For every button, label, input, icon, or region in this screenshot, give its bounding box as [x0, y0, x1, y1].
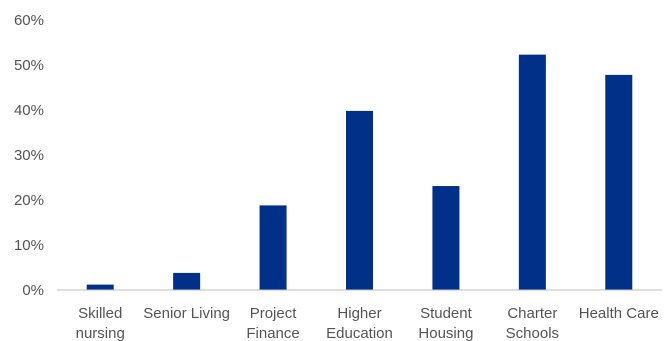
- bar: [346, 110, 373, 291]
- bar: [605, 74, 633, 291]
- x-category-label-line: Health Care: [579, 305, 659, 322]
- x-category-label-line: Finance: [246, 325, 299, 341]
- y-axis-ticks: 0% 10% 20% 30% 40% 50% 60%: [14, 12, 44, 299]
- y-tick-label: 20%: [14, 192, 44, 209]
- bar: [173, 272, 201, 290]
- bar: [432, 186, 460, 290]
- y-tick-label: 30%: [14, 147, 44, 164]
- y-tick-label: 50%: [14, 57, 44, 74]
- x-category-label-line: Education: [326, 325, 393, 341]
- bars-group: [86, 54, 633, 291]
- x-category-label: Higher Education: [326, 305, 393, 341]
- bar: [518, 54, 546, 291]
- x-category-label-line: Schools: [506, 325, 559, 341]
- y-tick-label: 0%: [22, 282, 44, 299]
- y-tick-label: 40%: [14, 102, 44, 119]
- x-category-label-line: Higher: [337, 305, 381, 322]
- x-category-label: Senior Living: [143, 305, 230, 322]
- x-category-label-line: Senior Living: [143, 305, 230, 322]
- bar: [86, 284, 114, 290]
- x-category-label-line: Charter: [507, 305, 557, 322]
- x-category-label-line: Student: [420, 305, 473, 322]
- x-category-label-line: nursing: [76, 325, 125, 341]
- y-tick-label: 60%: [14, 12, 44, 29]
- y-tick-label: 10%: [14, 237, 44, 254]
- x-category-label-line: Project: [250, 305, 298, 322]
- x-category-label: Health Care: [579, 305, 659, 322]
- x-category-label: Project Finance: [246, 305, 299, 341]
- bar: [259, 205, 287, 290]
- x-category-label-line: Housing: [418, 325, 473, 341]
- x-axis-labels: Skilled nursing Senior Living Project Financ…: [76, 305, 659, 341]
- x-category-label-line: Skilled: [78, 305, 122, 322]
- x-category-label: Skilled nursing: [76, 305, 125, 341]
- x-category-label: Student Housing: [418, 305, 473, 341]
- x-category-label: Charter Schools: [506, 305, 559, 341]
